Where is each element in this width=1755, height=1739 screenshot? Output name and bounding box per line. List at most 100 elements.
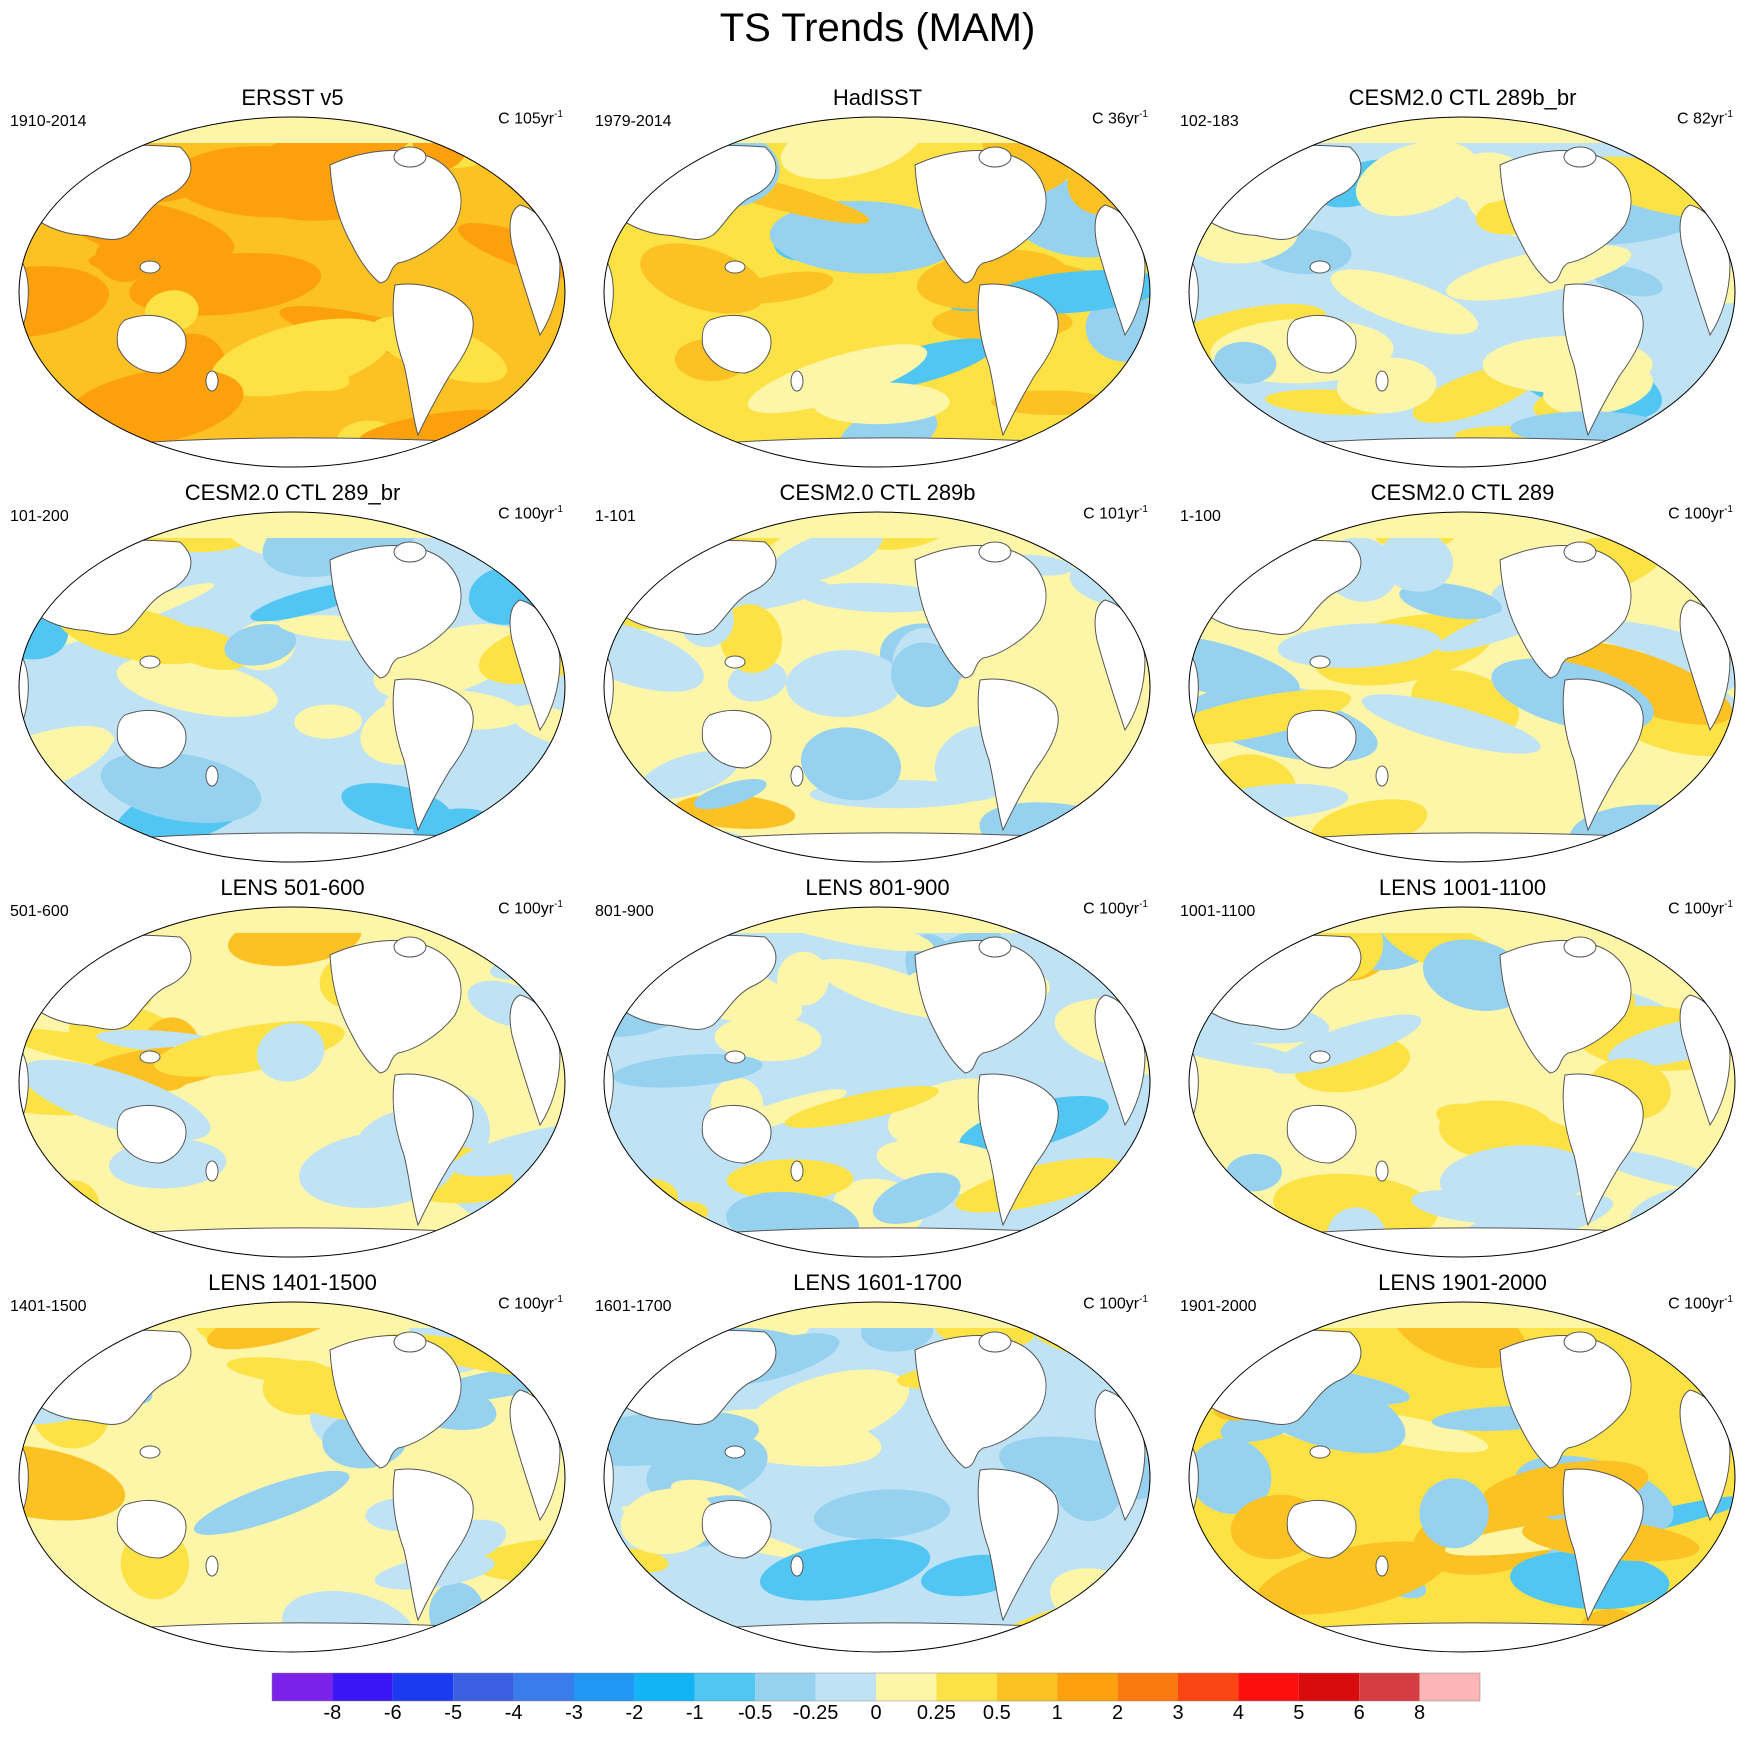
panel-title: CESM2.0 CTL 289 bbox=[1370, 480, 1555, 505]
panel-title: HadISST bbox=[832, 85, 923, 110]
panel-units: C 100yr-1 bbox=[1668, 504, 1733, 523]
land-mass bbox=[392, 1468, 474, 1622]
map-panel: LENS 801-900 801-900 C 100yr-1 bbox=[585, 875, 1170, 1270]
trend-region bbox=[1189, 1437, 1272, 1515]
panel-title: ERSST v5 bbox=[241, 85, 344, 110]
land-mass bbox=[205, 370, 219, 392]
colorbar-tick-label: -8 bbox=[323, 1702, 342, 1724]
land-mass bbox=[790, 370, 804, 392]
land-mass bbox=[1286, 1104, 1357, 1164]
land-mass bbox=[978, 1331, 1012, 1353]
land-mass bbox=[205, 1555, 219, 1577]
panel-units: C 100yr-1 bbox=[498, 504, 563, 523]
map-panel: HadISST 1979-2014 C 36yr-1 bbox=[585, 85, 1170, 480]
trend-region bbox=[1446, 244, 1632, 301]
colorbar-tick-label: 4 bbox=[1232, 1702, 1244, 1724]
map-svg bbox=[603, 116, 1151, 468]
map-svg bbox=[1188, 906, 1736, 1258]
trend-region bbox=[747, 344, 928, 414]
map-svg bbox=[1188, 1301, 1736, 1653]
land-mass bbox=[1562, 678, 1644, 832]
trend-region bbox=[726, 1159, 854, 1201]
land-mass bbox=[392, 283, 474, 437]
land-mass bbox=[1309, 1050, 1331, 1064]
panel-units-value: 100yr bbox=[1684, 505, 1725, 523]
land-mass bbox=[701, 1499, 772, 1559]
land-mass bbox=[977, 1073, 1059, 1227]
land-mass bbox=[393, 936, 427, 958]
panel-units-value: 100yr bbox=[1099, 1295, 1140, 1313]
trend-region bbox=[1189, 689, 1352, 746]
trend-region bbox=[786, 650, 902, 718]
land-mass bbox=[790, 765, 804, 787]
land-mass bbox=[139, 260, 161, 274]
trend-region bbox=[1419, 1478, 1489, 1549]
panel-units-exponent: -1 bbox=[1139, 899, 1148, 910]
colorbar-tick-label: -2 bbox=[625, 1702, 644, 1724]
panel-period: 1-101 bbox=[595, 508, 636, 525]
panel-title: CESM2.0 CTL 289b bbox=[779, 480, 976, 505]
land-mass bbox=[724, 655, 746, 669]
trend-region bbox=[193, 1470, 350, 1535]
panel-units-value: 101yr bbox=[1099, 505, 1140, 523]
panel-period: 101-200 bbox=[10, 508, 69, 525]
panel-units: C 100yr-1 bbox=[498, 899, 563, 918]
colorbar-swatch bbox=[574, 1673, 635, 1701]
panel-title: LENS 1901-2000 bbox=[1378, 1270, 1547, 1295]
map-svg bbox=[18, 906, 566, 1258]
colorbar-tick-label: 0 bbox=[870, 1702, 882, 1724]
panel-units-exponent: -1 bbox=[1724, 1294, 1733, 1305]
land-mass bbox=[139, 1050, 161, 1064]
panel-units-value: 100yr bbox=[1684, 1295, 1725, 1313]
colorbar-swatch bbox=[272, 1673, 333, 1701]
land-mass bbox=[977, 678, 1059, 832]
land-mass bbox=[116, 1499, 187, 1559]
trend-region bbox=[1552, 641, 1733, 725]
panel-period: 1901-2000 bbox=[1180, 1298, 1257, 1315]
map-outline bbox=[1188, 906, 1736, 1258]
panel-units-value: 105yr bbox=[514, 110, 555, 128]
map-panel: ERSST v5 1910-2014 C 105yr-1 bbox=[0, 85, 585, 480]
map-svg bbox=[1188, 116, 1736, 468]
panel-units-value: 100yr bbox=[514, 900, 555, 918]
trend-region bbox=[694, 778, 767, 810]
trend-region bbox=[890, 642, 960, 708]
colorbar-swatch bbox=[1238, 1673, 1299, 1701]
panel-units: C 36yr-1 bbox=[1092, 109, 1148, 128]
trend-region bbox=[100, 751, 262, 824]
colorbar-swatch bbox=[876, 1673, 937, 1701]
trend-region bbox=[1271, 1014, 1422, 1074]
land-mass bbox=[1286, 1499, 1357, 1559]
map-panel: LENS 501-600 501-600 C 100yr-1 bbox=[0, 875, 585, 1270]
colorbar-swatch bbox=[332, 1673, 393, 1701]
land-mass bbox=[1309, 260, 1331, 274]
trend-region bbox=[359, 409, 512, 447]
colorbar-swatch bbox=[694, 1673, 756, 1701]
panel-units: C 100yr-1 bbox=[498, 1294, 563, 1313]
map-outline bbox=[18, 1301, 566, 1653]
land-mass bbox=[1286, 709, 1357, 769]
colorbar-tick-label: 1 bbox=[1051, 1702, 1063, 1724]
trend-region bbox=[1189, 1028, 1313, 1071]
panel-units-prefix: C bbox=[1668, 505, 1685, 523]
land-mass bbox=[392, 678, 474, 832]
map-outline bbox=[18, 116, 566, 468]
colorbar-tick-label: -0.5 bbox=[737, 1702, 773, 1724]
land-mass bbox=[977, 1468, 1059, 1622]
trend-region bbox=[801, 582, 953, 613]
colorbar-swatch bbox=[815, 1673, 876, 1701]
trend-region bbox=[731, 271, 834, 304]
trend-region bbox=[19, 1445, 126, 1521]
panel-title: CESM2.0 CTL 289_br bbox=[184, 480, 401, 505]
colorbar-tick-label: 0.25 bbox=[916, 1702, 956, 1724]
land-mass bbox=[116, 1104, 187, 1164]
trend-region bbox=[759, 1538, 931, 1601]
panel-period: 1910-2014 bbox=[10, 113, 87, 130]
land-mass bbox=[790, 1160, 804, 1182]
panel-units-exponent: -1 bbox=[1139, 504, 1148, 515]
map-outline bbox=[603, 116, 1151, 468]
panel-period: 801-900 bbox=[595, 903, 654, 920]
panel-units-prefix: C bbox=[1668, 1295, 1685, 1313]
panel-units-prefix: C bbox=[1091, 110, 1108, 128]
panel-period: 501-600 bbox=[10, 903, 69, 920]
